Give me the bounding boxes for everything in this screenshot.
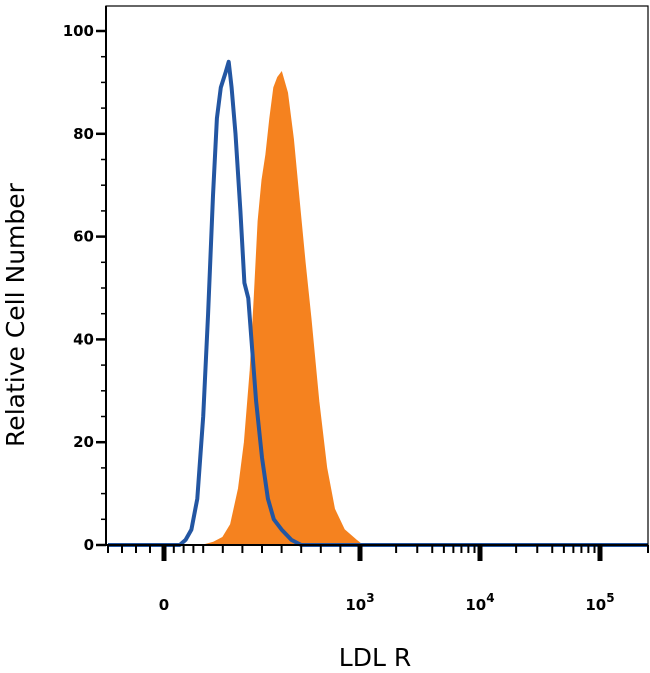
x-tick-label: 105 [585, 591, 614, 614]
y-tick-label: 20 [73, 433, 94, 451]
line-series-layer [108, 59, 648, 547]
y-tick-label: 60 [73, 228, 94, 246]
y-tick-label: 0 [84, 536, 94, 554]
x-tick-label: 103 [345, 591, 374, 614]
filled-series-layer [203, 70, 365, 546]
series-1-area [203, 70, 365, 546]
plot-border [105, 5, 649, 546]
y-tick-label: 100 [63, 22, 94, 40]
series-0-line [108, 59, 648, 547]
y-axis-ticks: 0 20 40 60 80 100 [63, 22, 106, 554]
x-axis-title: LDL R [339, 643, 411, 672]
plot-frame [105, 5, 649, 546]
y-tick-label: 40 [73, 330, 94, 348]
y-axis-title: Relative Cell Number [1, 182, 30, 447]
x-axis-ticks: 0 103 104 105 [107, 545, 649, 614]
x-tick-label: 104 [465, 591, 494, 614]
y-tick-label: 80 [73, 125, 94, 143]
x-tick-label: 0 [159, 596, 169, 614]
